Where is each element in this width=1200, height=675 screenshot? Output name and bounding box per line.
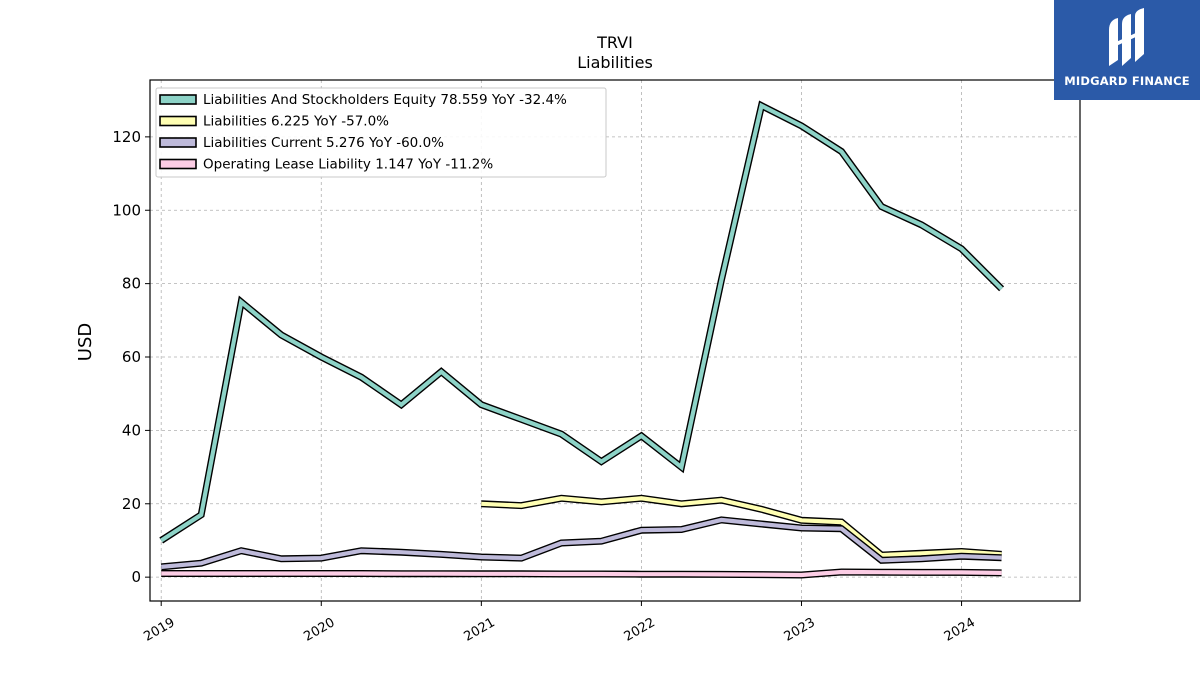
x-tick-label: 2022 xyxy=(622,615,658,645)
series-line xyxy=(161,517,1002,569)
x-tick-label: 2024 xyxy=(942,615,978,645)
legend-label: Liabilities Current 5.276 YoY -60.0% xyxy=(203,135,444,151)
brand-name: MIDGARD FINANCE xyxy=(1064,74,1190,88)
midgard-logo-icon xyxy=(1109,8,1144,66)
series-4 xyxy=(161,568,1002,579)
legend-label: Operating Lease Liability 1.147 YoY -11.… xyxy=(203,157,493,173)
series-line xyxy=(160,102,1004,543)
y-tick-label: 60 xyxy=(122,348,141,366)
legend-label: Liabilities 6.225 YoY -57.0% xyxy=(203,114,389,130)
legend: Liabilities And Stockholders Equity 78.5… xyxy=(155,87,607,178)
series-1 xyxy=(159,100,1005,544)
y-tick-label: 40 xyxy=(122,421,141,439)
x-tick-label: 2020 xyxy=(301,615,337,645)
series-3 xyxy=(160,516,1002,571)
y-axis-label: USD xyxy=(75,323,96,361)
y-tick-label: 120 xyxy=(112,128,141,146)
chart-title: TRVI xyxy=(596,33,633,52)
legend-swatch xyxy=(159,137,197,148)
plot-frame xyxy=(149,79,1081,602)
axis-ticks: 0 20 40 60 80 100 120 2019 2020 2021 2022 2023 2024 xyxy=(112,128,978,645)
chart-subtitle: Liabilities xyxy=(577,53,653,72)
legend-swatch xyxy=(159,158,197,170)
series-line xyxy=(161,569,1002,578)
y-tick-label: 100 xyxy=(112,201,141,219)
legend-box xyxy=(155,87,607,178)
y-tick-label: 80 xyxy=(122,275,141,293)
x-tick-label: 2021 xyxy=(462,615,498,645)
y-tick-label: 20 xyxy=(122,495,141,513)
legend-label: Liabilities And Stockholders Equity 78.5… xyxy=(203,92,567,108)
series-2 xyxy=(481,494,1002,559)
legend-swatch xyxy=(159,115,197,127)
series-line xyxy=(481,496,1002,558)
grid xyxy=(150,80,1080,601)
x-tick-label: 2019 xyxy=(141,615,177,645)
brand-logo: MIDGARD FINANCE xyxy=(1054,0,1200,100)
legend-swatch xyxy=(159,94,197,105)
series-layer xyxy=(159,100,1005,579)
y-tick-label: 0 xyxy=(131,568,141,586)
x-tick-label: 2023 xyxy=(782,615,818,645)
